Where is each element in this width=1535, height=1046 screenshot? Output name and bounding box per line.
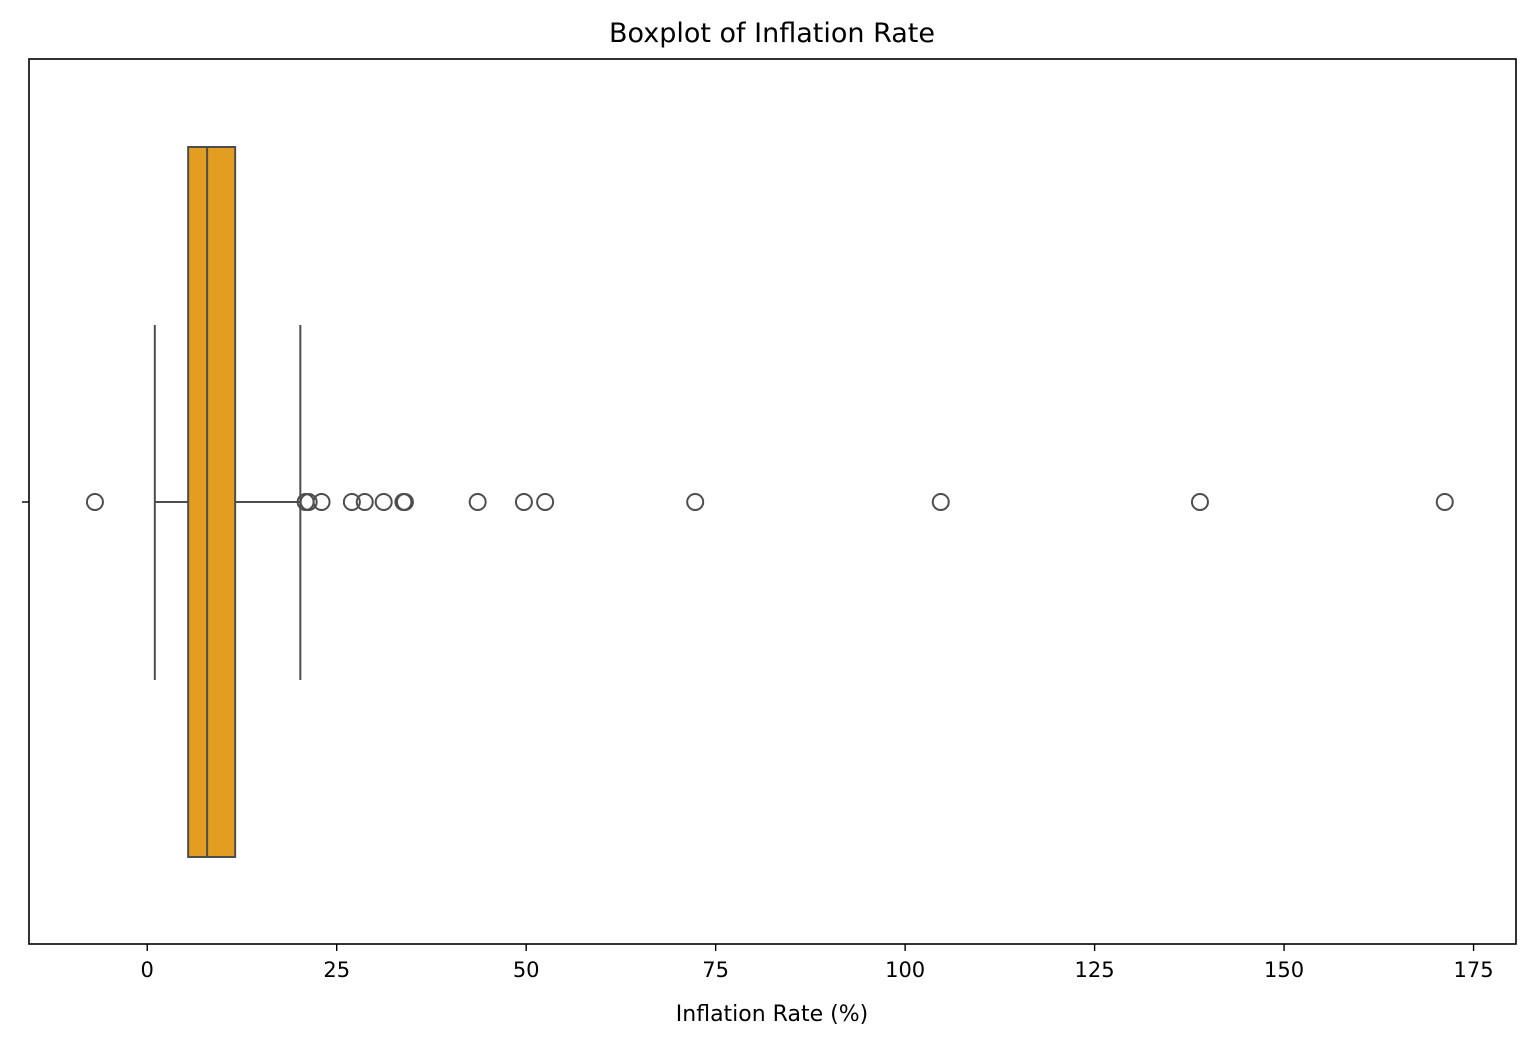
outlier-point	[686, 493, 705, 511]
x-tick-label: 125	[1075, 958, 1115, 982]
outlier-point	[514, 493, 533, 511]
x-tick-label: 50	[513, 958, 540, 982]
outlier-point	[85, 493, 104, 511]
outlier-point	[342, 493, 361, 511]
outlier-point	[468, 493, 487, 511]
outlier-point	[374, 493, 393, 511]
x-tick-label: 100	[885, 958, 925, 982]
plot-area	[85, 146, 1454, 858]
iqr-box	[187, 146, 237, 858]
outlier-point	[931, 493, 950, 511]
outlier-point	[536, 493, 555, 511]
outlier-point	[312, 493, 331, 511]
x-tick-label: 150	[1264, 958, 1304, 982]
x-tick-label: 0	[141, 958, 154, 982]
outlier-point	[299, 493, 318, 511]
x-tick-label: 25	[323, 958, 350, 982]
outlier-point	[355, 493, 374, 511]
outlier-point	[1190, 493, 1209, 511]
x-axis-label: Inflation Rate (%)	[676, 1002, 868, 1027]
chart-title: Boxplot of Inflation Rate	[609, 18, 935, 49]
x-tick-label: 75	[702, 958, 729, 982]
x-tick-label: 175	[1454, 958, 1494, 982]
x-axis: 0 25 50 75 100 125 150 175	[141, 944, 1494, 982]
outlier-point	[395, 493, 414, 511]
outlier-point	[1435, 493, 1454, 511]
